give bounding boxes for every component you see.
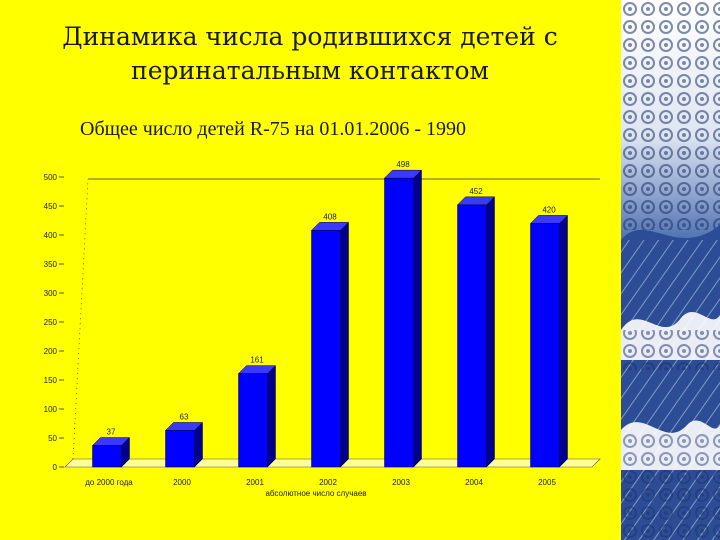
y-tick-label: 350 [44,260,58,269]
x-tick-label: 2002 [319,478,337,487]
bar-chart: 0 50 100 150 200 250 300 350 400 450 500 37 до 2000 … [44,160,601,498]
bar-side [267,365,276,468]
bar-value-label: 498 [396,160,410,169]
bar [165,430,195,468]
y-tick-label: 100 [44,405,58,414]
slide-title-line-1: Динамика числа родившихся детей с [62,22,558,51]
bar [311,230,341,468]
y-tick-label: 50 [48,434,57,443]
x-tick-label: 2001 [246,478,264,487]
bar-value-label: 161 [250,356,264,365]
bar-value-label: 408 [323,212,337,221]
x-tick-label: 2004 [465,478,483,487]
bar-value-label: 37 [107,428,116,437]
bar-side [413,169,422,468]
x-axis-title: абсолютное число случаев [265,489,366,498]
bar-side [486,196,495,468]
bar-value-label: 420 [542,205,556,214]
bar [92,445,122,468]
bar [384,177,414,468]
x-tick-label: 2000 [173,478,191,487]
bar-side [340,221,349,468]
y-tick-label: 400 [44,231,58,240]
slide-title-line-2: перинатальным контактом [131,56,489,85]
x-tick-label: до 2000 года [85,478,133,487]
x-tick-label: 2005 [538,478,556,487]
y-tick-label: 200 [44,347,58,356]
y-axis-line [72,178,89,460]
y-tick-label: 0 [53,463,58,472]
y-tick-label: 250 [44,318,58,327]
y-tick-label: 450 [44,202,58,211]
bar-side [559,214,568,468]
y-tick-label: 150 [44,376,58,385]
y-tick-label: 300 [44,289,58,298]
bar-value-label: 63 [180,412,189,421]
bar-value-label: 452 [469,187,483,196]
bar [457,204,487,468]
slide-subtitle: Общее число детей R-75 на 01.01.2006 - 1… [80,118,467,140]
ocean-wave-icon [621,0,720,540]
slide-title: Динамика числа родившихся детей с перина… [20,20,600,88]
x-tick-label: 2003 [392,478,410,487]
bar [238,373,268,468]
y-tick-label: 500 [44,173,58,182]
bar [530,223,560,468]
